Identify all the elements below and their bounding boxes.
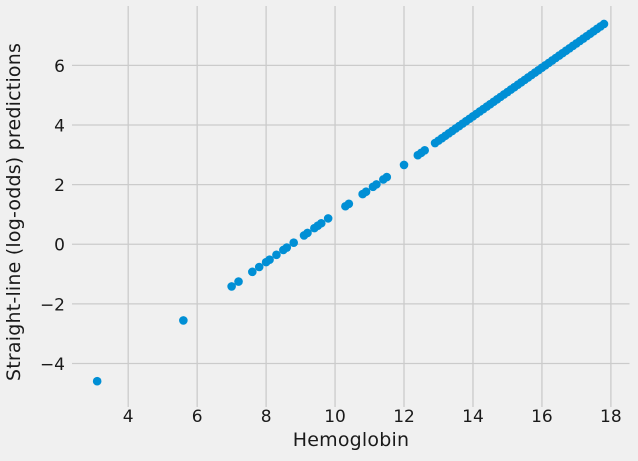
x-tick-label: 12 xyxy=(393,407,415,427)
data-point xyxy=(420,146,430,155)
x-tick-label: 14 xyxy=(462,407,484,427)
data-point xyxy=(372,180,381,189)
data-point xyxy=(272,250,281,260)
x-tick-label: 18 xyxy=(600,407,622,427)
x-axis-label: Hemoglobin xyxy=(292,429,410,451)
x-tick-label: 4 xyxy=(123,407,134,427)
data-point xyxy=(282,243,292,252)
data-point xyxy=(265,255,274,265)
data-point xyxy=(248,267,257,277)
data-point xyxy=(227,282,236,291)
data-point xyxy=(599,19,609,29)
data-point xyxy=(92,376,102,386)
data-point xyxy=(303,228,312,238)
data-point xyxy=(289,238,298,247)
data-point xyxy=(382,172,392,182)
y-tick-label: 4 xyxy=(54,116,65,136)
y-tick-label: −4 xyxy=(40,355,65,375)
x-tick-label: 16 xyxy=(531,407,553,427)
data-point xyxy=(323,214,333,223)
y-tick-label: −2 xyxy=(40,295,65,315)
y-tick-label: 2 xyxy=(54,176,65,196)
data-point xyxy=(399,160,409,170)
data-point xyxy=(344,199,354,209)
data-point xyxy=(254,262,264,272)
data-point xyxy=(234,277,243,286)
x-tick-label: 6 xyxy=(192,407,203,427)
data-point xyxy=(361,187,371,196)
y-tick-label: 0 xyxy=(54,236,65,256)
data-point xyxy=(179,316,188,325)
y-tick-label: 6 xyxy=(54,57,65,77)
x-tick-label: 8 xyxy=(261,407,272,427)
x-tick-label: 10 xyxy=(324,407,346,427)
data-point xyxy=(316,218,326,228)
y-axis-label: Straight-line (log-odds) predictions xyxy=(3,42,25,382)
